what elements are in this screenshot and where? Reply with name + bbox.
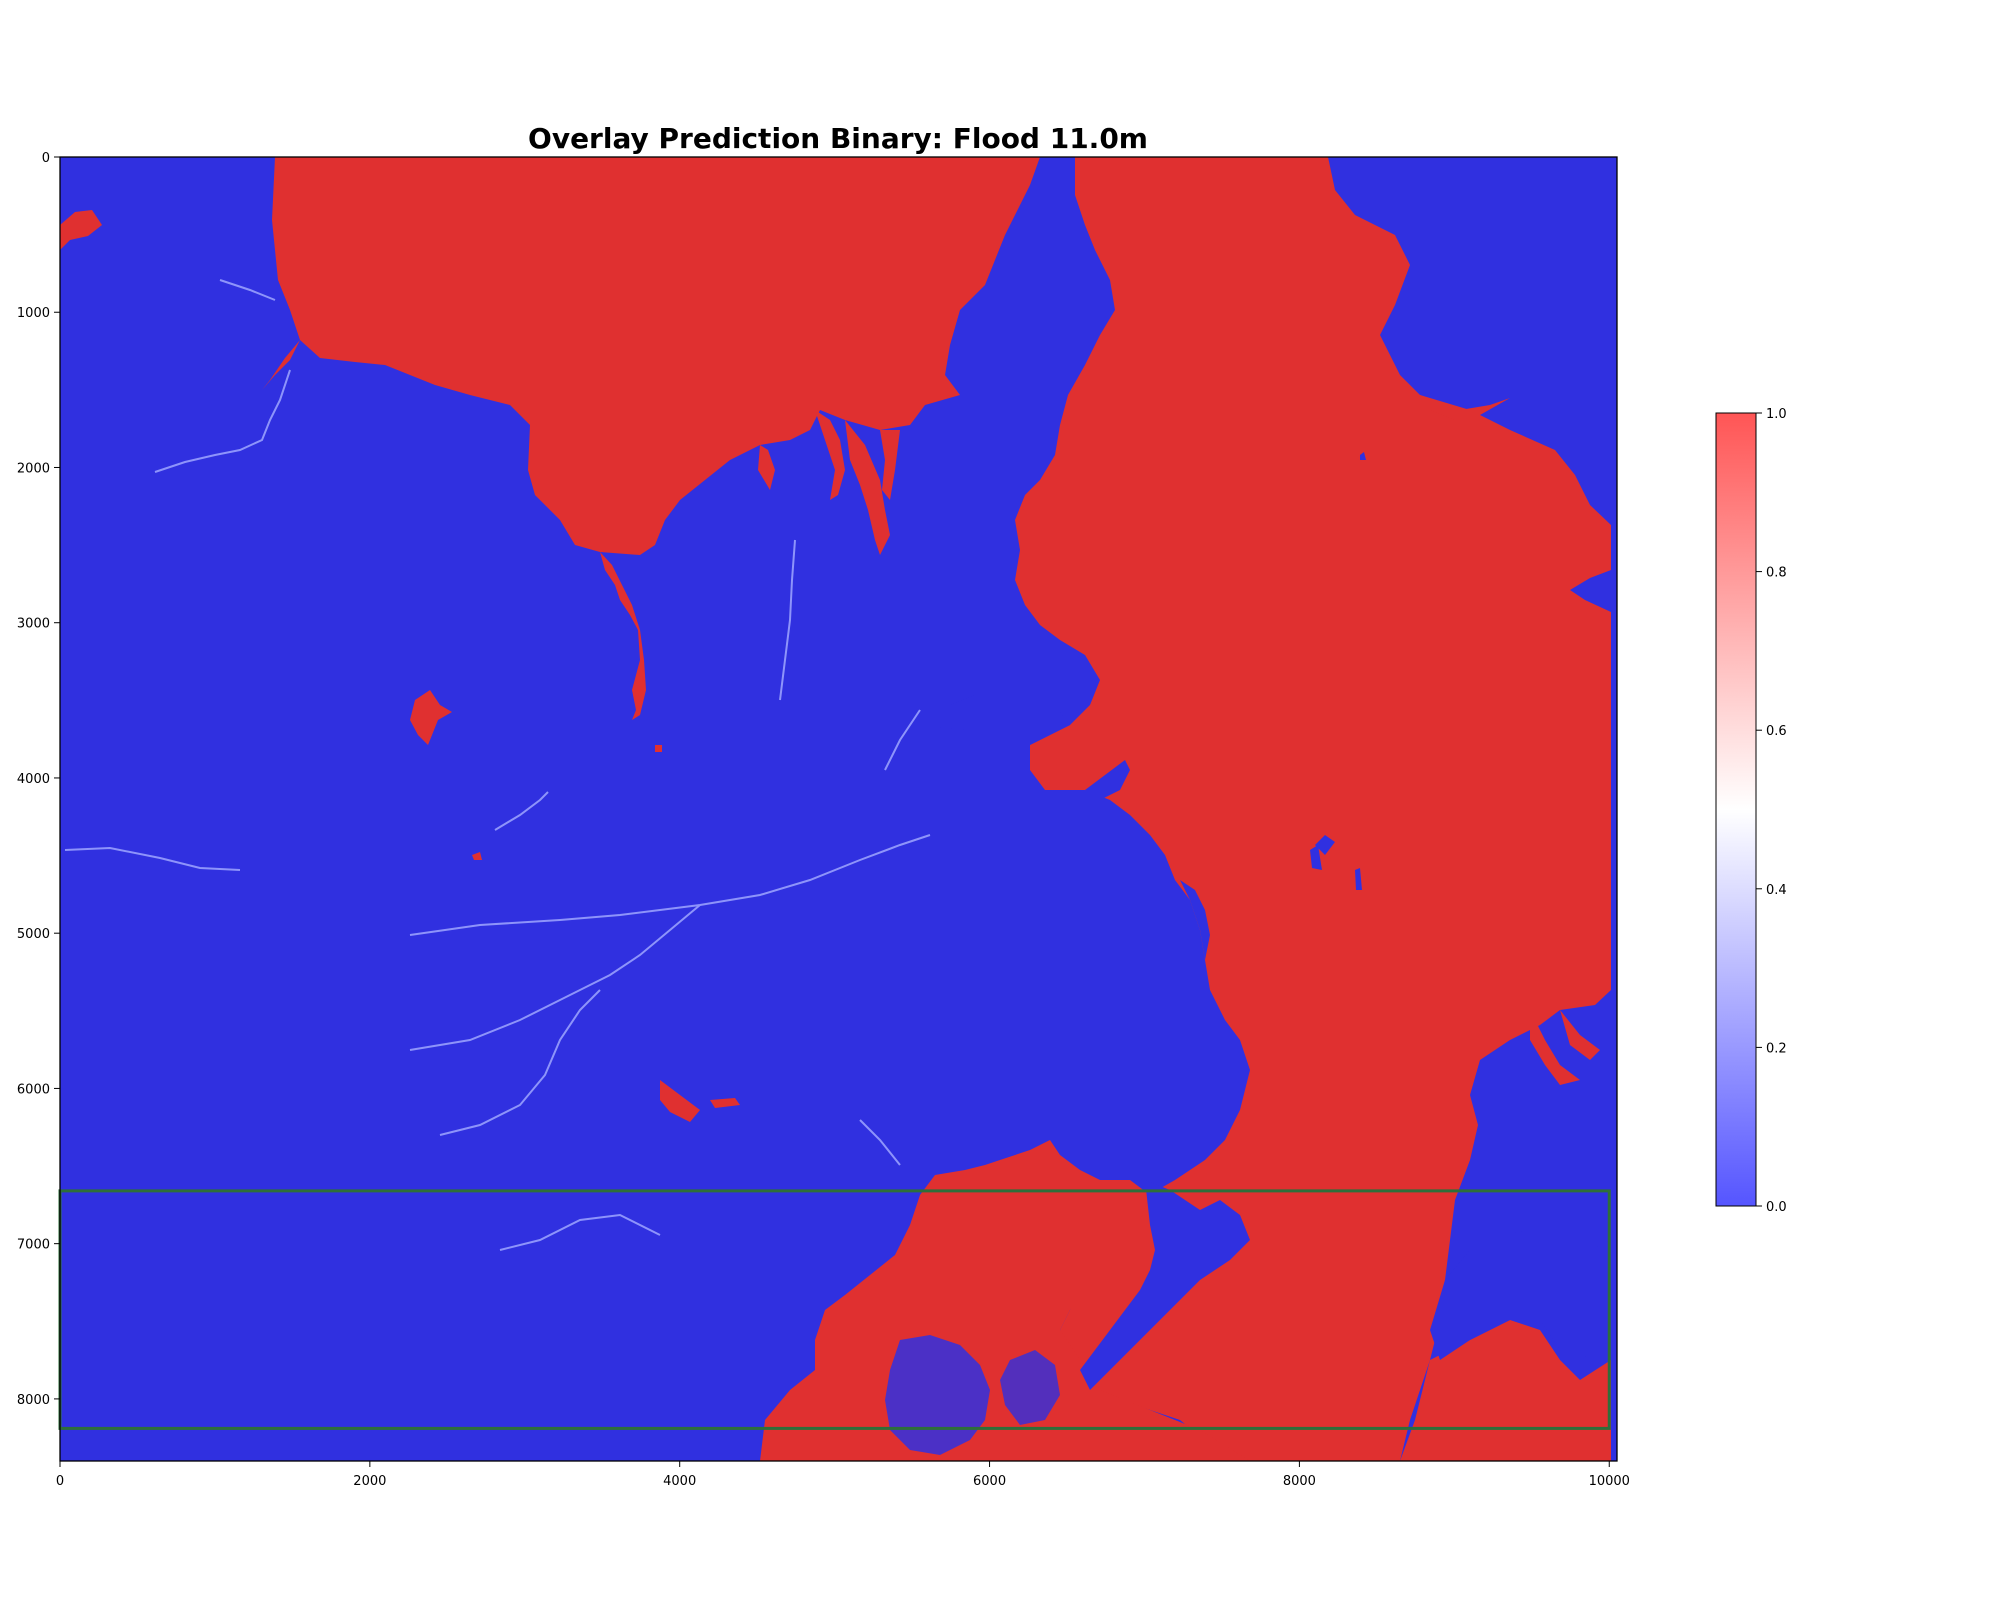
river-line [409,904,701,1051]
non-flood-inlet [1315,835,1335,855]
colorbar-tick-label: 0.2 [1766,1041,1787,1056]
non-flood-inlet [1360,452,1366,460]
non-flood-inlet [1430,1230,1611,1360]
flood-branch [845,420,890,555]
non-flood-inlet [910,695,1070,745]
river-lines [64,279,931,1251]
x-tick-label: 6000 [973,1474,1006,1489]
river-line [219,279,276,301]
river-line [64,846,241,871]
axes-frame [59,156,1618,1462]
non-flood-inlet [1355,868,1362,890]
river-line [499,1213,661,1251]
flood-region-southeast-lobe [1400,1320,1611,1461]
flood-branch [758,445,775,490]
flood-overlay-image [60,157,1617,1461]
colorbar-tick-label: 1.0 [1766,407,1787,422]
y-tick-label: 3000 [17,617,50,632]
flood-inlet-east [1420,395,1510,420]
flood-patch [410,690,452,745]
flood-patch [472,852,482,860]
non-flood-inlet [1080,1180,1250,1390]
river-line [439,989,601,1136]
y-tick-label: 5000 [17,927,50,942]
flood-region-south-plain [760,1140,1250,1461]
non-flood-inlet [1000,1350,1060,1425]
flood-regions [60,157,1611,1461]
river-line [859,1119,901,1166]
river-line [884,709,921,771]
x-tick-label: 0 [56,1474,64,1489]
flood-branch [815,410,845,500]
river-line [409,834,931,936]
colorbar-tick-label: 0.0 [1766,1200,1787,1215]
flood-inlet-east [1560,1010,1600,1060]
non-flood-inlet [1180,880,1210,960]
x-axis: 0 2000 4000 6000 8000 10000 [56,1461,1630,1489]
x-tick-label: 10000 [1589,1474,1630,1489]
y-tick-label: 1000 [17,306,50,321]
non-flood-inlet [1310,845,1322,870]
colorbar-tick-label: 0.4 [1766,883,1787,898]
colorbar [1715,412,1757,1207]
non-flood-inlet [1155,1010,1220,1060]
non-flood-inlet [885,1335,990,1455]
non-flood-inlet [1085,760,1130,800]
x-tick-label: 8000 [1283,1474,1316,1489]
y-tick-label: 2000 [17,461,50,476]
y-tick-label: 8000 [17,1393,50,1408]
river-line [494,791,549,831]
colorbar-ticks: 0.0 0.2 0.4 0.6 0.8 1.0 [1756,407,1787,1215]
y-tick-label: 7000 [17,1238,50,1253]
y-tick-label: 0 [42,151,50,166]
flood-branch [600,552,646,720]
river-line [779,539,796,701]
flood-inlet-east [1530,1010,1580,1085]
flood-region-central-channel [1015,157,1611,1461]
river-line [154,369,291,473]
y-tick-label: 4000 [17,772,50,787]
x-tick-label: 2000 [353,1474,386,1489]
colorbar-tick-label: 0.6 [1766,724,1787,739]
flood-branch [880,430,900,500]
flood-patch [655,745,662,752]
flood-branch [262,340,300,390]
non-flood-inlets [885,452,1611,1455]
flood-patch [660,1080,700,1122]
flood-patch [1226,852,1234,860]
y-tick-label: 6000 [17,1082,50,1097]
flood-region-west-edge [60,210,102,250]
flood-patch [710,1098,740,1108]
colorbar-tick-label: 0.8 [1766,566,1787,581]
flood-region-north-lobe [272,157,1040,555]
chart-title: Overlay Prediction Binary: Flood 11.0m [528,122,1148,155]
x-tick-label: 4000 [663,1474,696,1489]
y-axis: 0 1000 2000 3000 4000 5000 6000 7000 8000 [17,151,60,1408]
